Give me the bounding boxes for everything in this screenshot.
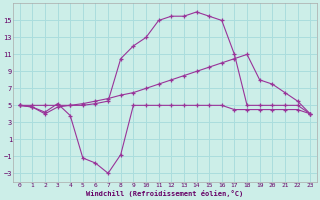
X-axis label: Windchill (Refroidissement éolien,°C): Windchill (Refroidissement éolien,°C) <box>86 190 244 197</box>
